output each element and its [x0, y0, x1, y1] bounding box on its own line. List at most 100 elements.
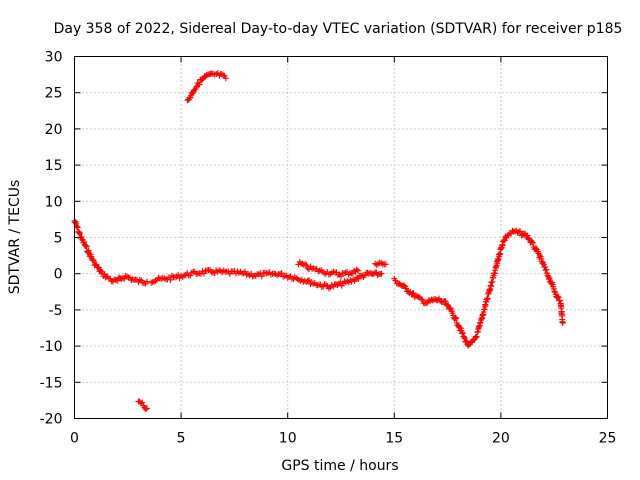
y-tick-label: 30 [45, 50, 63, 66]
data-point [414, 293, 421, 300]
data-point [529, 239, 536, 246]
data-point [447, 304, 454, 311]
data-point [334, 282, 341, 289]
data-point [278, 270, 285, 277]
y-tick-label: 15 [45, 158, 63, 174]
data-point [306, 276, 313, 283]
data-points [71, 70, 566, 413]
data-point [442, 298, 449, 305]
data-point [529, 239, 536, 246]
data-point [124, 273, 131, 280]
data-point [242, 268, 249, 275]
data-point [473, 333, 480, 340]
data-point [175, 271, 182, 278]
data-point [211, 270, 218, 277]
data-point [546, 274, 553, 281]
y-tick-label: 0 [54, 267, 63, 283]
data-point [374, 272, 381, 279]
data-point [347, 277, 354, 284]
data-point [83, 243, 90, 250]
data-point [472, 334, 479, 341]
data-point [304, 277, 311, 284]
data-point [418, 296, 425, 303]
data-point [555, 294, 562, 301]
data-point [325, 285, 332, 292]
data-point [545, 276, 552, 283]
data-point [524, 232, 531, 239]
y-tick-label: 25 [45, 86, 63, 102]
data-point [453, 315, 460, 322]
data-point [409, 290, 416, 297]
data-point [452, 314, 459, 321]
data-point [338, 273, 344, 280]
data-point [461, 333, 468, 340]
data-point [202, 267, 209, 274]
data-point [188, 269, 195, 276]
data-point [423, 300, 430, 307]
x-tick-label: 5 [177, 431, 186, 447]
data-point [542, 264, 549, 271]
x-tick-label: 15 [385, 431, 403, 447]
y-tick-label: -5 [49, 303, 63, 319]
data-point [143, 278, 150, 285]
data-point [149, 279, 156, 286]
data-point [355, 275, 362, 282]
data-point [222, 75, 229, 82]
data-point [348, 270, 355, 277]
y-axis-label: SDTVAR / TECUs [7, 180, 23, 295]
x-tick-label: 10 [279, 431, 297, 447]
data-point [258, 273, 265, 280]
data-point [152, 277, 159, 284]
data-point [533, 245, 540, 252]
data-point [543, 266, 550, 273]
data-point [373, 269, 380, 276]
y-tick-label: -10 [40, 339, 63, 355]
data-point [551, 288, 558, 295]
data-point [538, 255, 545, 262]
data-point [323, 282, 330, 289]
data-point [139, 399, 146, 406]
data-point [78, 233, 85, 240]
data-point [136, 276, 143, 283]
data-point [90, 256, 97, 263]
data-point [370, 270, 377, 277]
data-point [337, 279, 344, 286]
data-point [81, 238, 88, 245]
data-point [515, 228, 522, 235]
data-point [302, 261, 309, 268]
data-point [142, 406, 149, 413]
x-tick-label: 20 [492, 431, 510, 447]
data-point [303, 262, 310, 269]
chart-title: Day 358 of 2022, Sidereal Day-to-day VTE… [54, 21, 623, 37]
data-point [90, 257, 97, 264]
data-point [161, 275, 168, 282]
y-tick-label: -20 [40, 412, 63, 428]
data-point [459, 329, 466, 336]
data-point [456, 324, 463, 331]
data-point [554, 293, 561, 300]
data-point [517, 228, 524, 235]
x-tick-label: 0 [70, 431, 79, 447]
data-point [86, 250, 93, 257]
data-point [95, 264, 102, 271]
data-point [353, 266, 360, 273]
data-point [410, 290, 417, 297]
data-point [196, 81, 203, 88]
data-point [314, 282, 321, 289]
data-point [204, 71, 211, 78]
data-point [559, 319, 566, 326]
data-point [392, 277, 399, 284]
data-point [382, 261, 389, 268]
y-tick-label: 5 [54, 231, 63, 247]
y-tick-label: 20 [45, 122, 63, 138]
data-point [83, 242, 90, 249]
data-point [167, 276, 174, 283]
grid-lines [74, 56, 608, 419]
data-point [355, 267, 362, 274]
data-point [463, 338, 470, 345]
y-tick-label: 10 [45, 194, 63, 210]
axes: 0 5 10 15 20 25 -20 -15 -10 -5 0 5 10 15 20 25 30 [40, 50, 617, 447]
data-point [378, 270, 385, 277]
data-point [419, 296, 426, 303]
